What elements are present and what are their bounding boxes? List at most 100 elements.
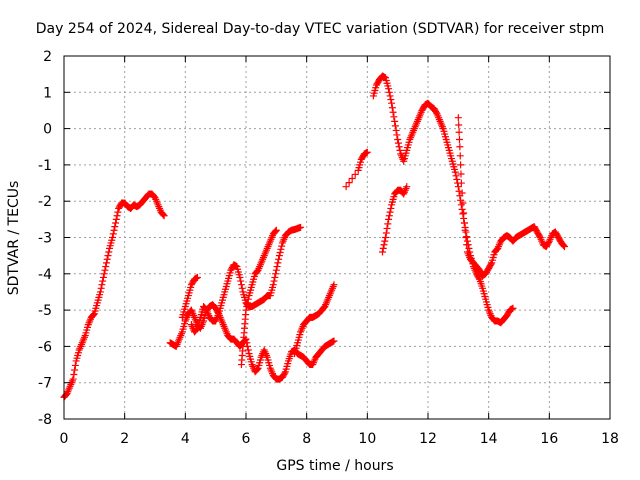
data-point [463, 233, 471, 241]
data-point [385, 88, 393, 96]
data-point [275, 252, 283, 260]
data-point [457, 161, 465, 169]
x-tick-label: 16 [540, 431, 558, 447]
data-point [276, 248, 284, 256]
data-point [270, 277, 278, 285]
x-tick-label: 18 [601, 431, 619, 447]
data-point [454, 183, 462, 191]
data-point [392, 126, 400, 134]
x-tick-label: 4 [181, 431, 190, 447]
x-tick-label: 0 [60, 431, 69, 447]
series-seg9 [379, 183, 411, 256]
data-point [242, 306, 250, 314]
data-point [390, 113, 398, 121]
data-point [455, 121, 463, 129]
data-point [459, 210, 467, 218]
series-seg8 [369, 72, 517, 327]
y-tick-label: 0 [43, 122, 52, 138]
data-point [457, 179, 465, 187]
data-point [71, 366, 79, 374]
y-tick-label: -2 [38, 194, 52, 210]
series-seg10 [454, 114, 568, 280]
x-tick-label: 12 [419, 431, 437, 447]
data-point [394, 135, 402, 143]
data-point [383, 224, 391, 232]
data-point [99, 273, 107, 281]
data-point [396, 146, 404, 154]
data-point [388, 104, 396, 112]
data-point [453, 175, 461, 183]
x-tick-label: 8 [302, 431, 311, 447]
data-point [387, 96, 395, 104]
data-point [272, 266, 280, 274]
data-point [394, 139, 402, 147]
data-point [382, 229, 390, 237]
y-tick-label: 1 [43, 85, 52, 101]
data-point [342, 183, 350, 191]
data-point [403, 183, 411, 191]
data-point [389, 108, 397, 116]
data-point [193, 273, 201, 281]
data-point [475, 274, 483, 282]
data-point [237, 281, 245, 289]
data-point [96, 288, 104, 296]
data-point [384, 220, 392, 228]
data-point [102, 263, 110, 271]
data-point [395, 143, 403, 151]
data-point [379, 244, 387, 252]
data-point [159, 211, 167, 219]
x-tick-label: 6 [242, 431, 251, 447]
series-seg6 [291, 281, 338, 358]
data-point [455, 135, 463, 143]
data-point [70, 371, 78, 379]
data-point [455, 128, 463, 136]
data-point [460, 219, 468, 227]
y-tick-label: -5 [38, 303, 52, 319]
data-point [379, 248, 386, 256]
y-tick-label: -6 [38, 339, 52, 355]
y-axis: 2 1 0 -1 -2 -3 -4 -5 -6 -7 -8 [38, 49, 610, 428]
data-point [297, 223, 305, 231]
data-point [388, 99, 396, 107]
data-point [112, 215, 120, 223]
data-point [330, 337, 338, 345]
data-point [393, 131, 401, 139]
data-point [101, 266, 109, 274]
data-point [385, 85, 393, 93]
data-point [102, 259, 110, 267]
data-point [385, 212, 393, 220]
series-seg4 [178, 273, 201, 321]
data-point [244, 346, 252, 354]
x-tick-label: 14 [480, 431, 498, 447]
y-tick-label: -3 [38, 231, 52, 247]
data-point [275, 255, 283, 263]
data-point [462, 234, 470, 241]
data-point [451, 168, 459, 176]
data-point [381, 237, 389, 245]
data-point [465, 244, 473, 252]
data-point [535, 232, 543, 240]
data-point [90, 311, 98, 319]
x-tick-label: 10 [358, 431, 376, 447]
data-point [269, 281, 277, 289]
data-point [109, 234, 117, 241]
series-seg1 [60, 190, 168, 401]
data-point [545, 238, 553, 246]
data-point [105, 248, 113, 256]
data-point [243, 339, 251, 347]
data-point [274, 259, 282, 267]
data-point [452, 172, 460, 180]
data-point [111, 223, 119, 231]
data-point [363, 148, 371, 156]
data-point [454, 114, 462, 122]
data-point [391, 122, 399, 130]
data-point [69, 375, 77, 383]
data-point [345, 179, 353, 187]
data-point [281, 369, 289, 377]
data-point [98, 281, 106, 289]
data-point [560, 242, 568, 250]
data-point [253, 365, 261, 373]
series-seg5 [237, 226, 280, 369]
data-point [273, 263, 281, 271]
y-tick-label: 2 [43, 49, 52, 65]
